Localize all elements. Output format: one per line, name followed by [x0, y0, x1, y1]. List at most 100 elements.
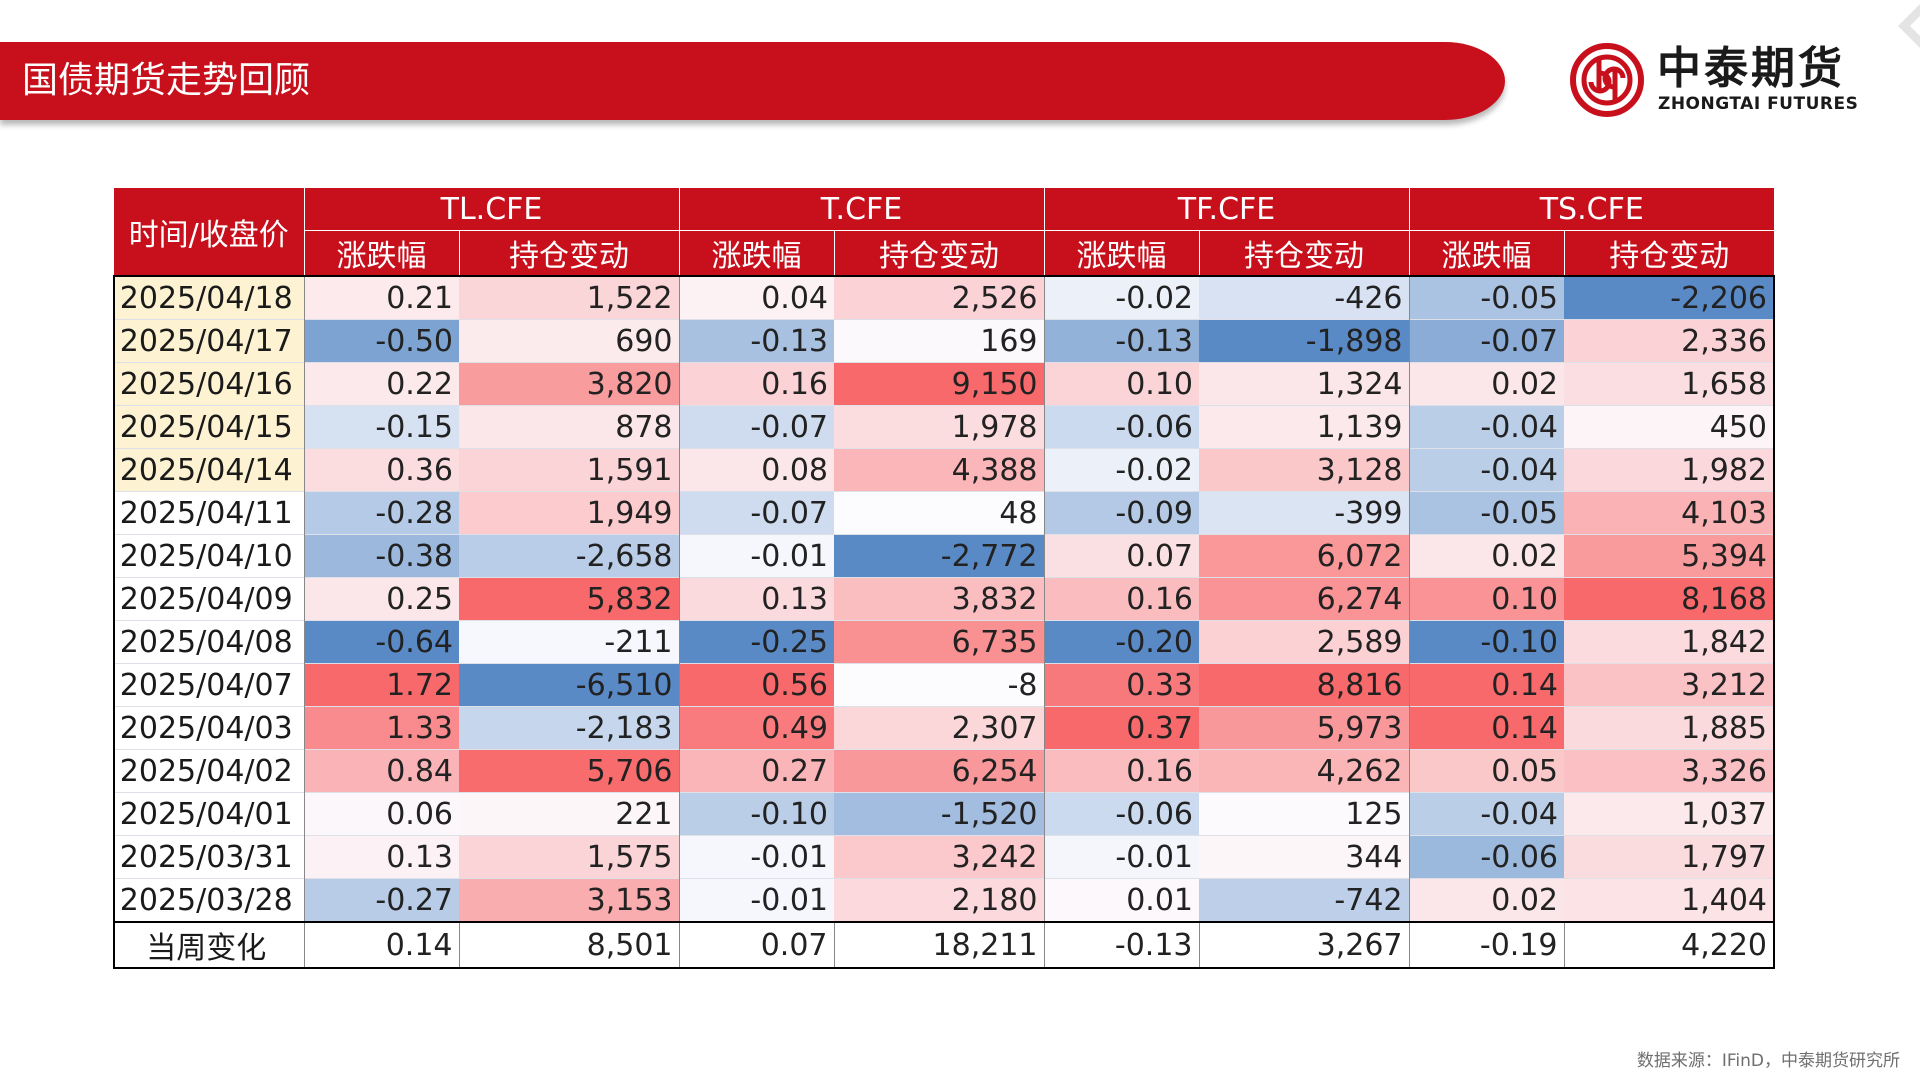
sub-header-oi: 持仓变动: [833, 230, 1045, 276]
oi-change-cell: 3,212: [1564, 663, 1775, 707]
sub-header-change: 涨跌幅: [1408, 230, 1565, 276]
table-row: 2025/03/31 0.13 1,575 -0.01 3,242 -0.01 344 -0.…: [114, 835, 1775, 879]
chevron-icon: [1898, 4, 1920, 48]
oi-change-cell: 5,706: [459, 749, 680, 793]
corner-header: 时间/收盘价: [114, 188, 305, 277]
oi-change-cell: 1,949: [459, 491, 680, 535]
oi-change-cell: 1,037: [1564, 792, 1775, 836]
pct-change-cell: -0.07: [1408, 319, 1565, 363]
pct-change-cell: -0.05: [1408, 276, 1565, 320]
date-cell: 2025/04/08: [114, 620, 304, 664]
pct-change-cell: -0.28: [303, 491, 459, 535]
date-cell: 2025/04/02: [114, 749, 304, 793]
oi-change-cell: 5,832: [459, 577, 680, 621]
pct-change-cell: -0.20: [1043, 620, 1200, 664]
pct-change-cell: 0.02: [1408, 534, 1565, 578]
table-row: 2025/04/11 -0.28 1,949 -0.07 48 -0.09 -399 -0.0…: [114, 491, 1775, 535]
oi-change-cell: 6,735: [834, 620, 1045, 664]
total-cell: 4,220: [1563, 921, 1775, 969]
pct-change-cell: -0.64: [303, 620, 459, 664]
pct-change-cell: 0.49: [678, 706, 835, 750]
pct-change-cell: -0.27: [303, 878, 459, 922]
pct-change-cell: 0.07: [1043, 534, 1200, 578]
pct-change-cell: -0.13: [1043, 319, 1200, 363]
total-cell: 0.14: [303, 921, 459, 969]
pct-change-cell: -0.06: [1043, 792, 1200, 836]
oi-change-cell: 2,180: [834, 878, 1045, 922]
pct-change-cell: 0.13: [303, 835, 459, 879]
pct-change-cell: -0.01: [678, 878, 835, 922]
oi-change-cell: 1,591: [459, 448, 680, 492]
oi-change-cell: 2,526: [834, 276, 1045, 320]
pct-change-cell: -0.01: [1043, 835, 1200, 879]
pct-change-cell: 0.21: [303, 276, 459, 320]
table-row: 2025/04/09 0.25 5,832 0.13 3,832 0.16 6,274 0.1…: [114, 577, 1775, 621]
oi-change-cell: 1,982: [1564, 448, 1775, 492]
pct-change-cell: 0.02: [1408, 878, 1565, 922]
oi-change-cell: 344: [1199, 835, 1410, 879]
logo-english-name: ZHONGTAI FUTURES: [1658, 94, 1859, 114]
date-cell: 2025/04/15: [114, 405, 304, 449]
oi-change-cell: -742: [1199, 878, 1410, 922]
pct-change-cell: -0.10: [678, 792, 835, 836]
pct-change-cell: -0.15: [303, 405, 459, 449]
oi-change-cell: 169: [834, 319, 1045, 363]
oi-change-cell: 3,326: [1564, 749, 1775, 793]
pct-change-cell: -0.09: [1043, 491, 1200, 535]
oi-change-cell: 4,262: [1199, 749, 1410, 793]
table-row: 2025/04/02 0.84 5,706 0.27 6,254 0.16 4,262 0.0…: [114, 749, 1775, 793]
oi-change-cell: -1,898: [1199, 319, 1410, 363]
date-cell: 2025/04/16: [114, 362, 304, 406]
total-cell: 18,211: [833, 921, 1045, 969]
table-row: 2025/04/14 0.36 1,591 0.08 4,388 -0.02 3,128 -0…: [114, 448, 1775, 492]
oi-change-cell: 1,522: [459, 276, 680, 320]
instrument-header-ts: TS.CFE: [1408, 188, 1775, 231]
pct-change-cell: 0.27: [678, 749, 835, 793]
pct-change-cell: -0.02: [1043, 276, 1200, 320]
oi-change-cell: -8: [834, 663, 1045, 707]
total-cell: -0.19: [1408, 921, 1565, 969]
pct-change-cell: 0.02: [1408, 362, 1565, 406]
oi-change-cell: 1,658: [1564, 362, 1775, 406]
oi-change-cell: 6,274: [1199, 577, 1410, 621]
pct-change-cell: 0.22: [303, 362, 459, 406]
pct-change-cell: 0.84: [303, 749, 459, 793]
instrument-header-tf: TF.CFE: [1043, 188, 1410, 231]
table-row: 2025/04/18 0.21 1,522 0.04 2,526 -0.02 -426 -0.…: [114, 276, 1775, 320]
table-row: 2025/03/28 -0.27 3,153 -0.01 2,180 0.01 -742 0.…: [114, 878, 1775, 922]
pct-change-cell: 0.16: [1043, 749, 1200, 793]
pct-change-cell: -0.04: [1408, 405, 1565, 449]
pct-change-cell: 0.14: [1408, 706, 1565, 750]
total-label: 当周变化: [114, 921, 304, 969]
total-cell: 8,501: [458, 921, 680, 969]
table-row: 2025/04/10 -0.38 -2,658 -0.01 -2,772 0.07 6,07…: [114, 534, 1775, 578]
pct-change-cell: -0.25: [678, 620, 835, 664]
date-cell: 2025/04/10: [114, 534, 304, 578]
sub-header-change: 涨跌幅: [678, 230, 835, 276]
sub-header-oi: 持仓变动: [458, 230, 680, 276]
sub-header-oi: 持仓变动: [1563, 230, 1775, 276]
oi-change-cell: 221: [459, 792, 680, 836]
pct-change-cell: -0.06: [1043, 405, 1200, 449]
pct-change-cell: 0.13: [678, 577, 835, 621]
bond-futures-table: 时间/收盘价 TL.CFE T.CFE TF.CFE TS.CFE 涨跌幅 持仓…: [113, 188, 1775, 969]
pct-change-cell: -0.04: [1408, 448, 1565, 492]
pct-change-cell: -0.01: [678, 534, 835, 578]
date-cell: 2025/04/17: [114, 319, 304, 363]
oi-change-cell: 450: [1564, 405, 1775, 449]
oi-change-cell: 5,973: [1199, 706, 1410, 750]
oi-change-cell: 2,307: [834, 706, 1045, 750]
pct-change-cell: 0.06: [303, 792, 459, 836]
oi-change-cell: 1,575: [459, 835, 680, 879]
pct-change-cell: 0.37: [1043, 706, 1200, 750]
table-row: 2025/04/01 0.06 221 -0.10 -1,520 -0.06 125 -0.0…: [114, 792, 1775, 836]
oi-change-cell: 6,254: [834, 749, 1045, 793]
pct-change-cell: 0.04: [678, 276, 835, 320]
pct-change-cell: 0.08: [678, 448, 835, 492]
pct-change-cell: 0.16: [678, 362, 835, 406]
date-cell: 2025/04/11: [114, 491, 304, 535]
oi-change-cell: 1,842: [1564, 620, 1775, 664]
pct-change-cell: 0.56: [678, 663, 835, 707]
table-row: 2025/04/17 -0.50 690 -0.13 169 -0.13 -1,898 -0.…: [114, 319, 1775, 363]
oi-change-cell: 1,885: [1564, 706, 1775, 750]
